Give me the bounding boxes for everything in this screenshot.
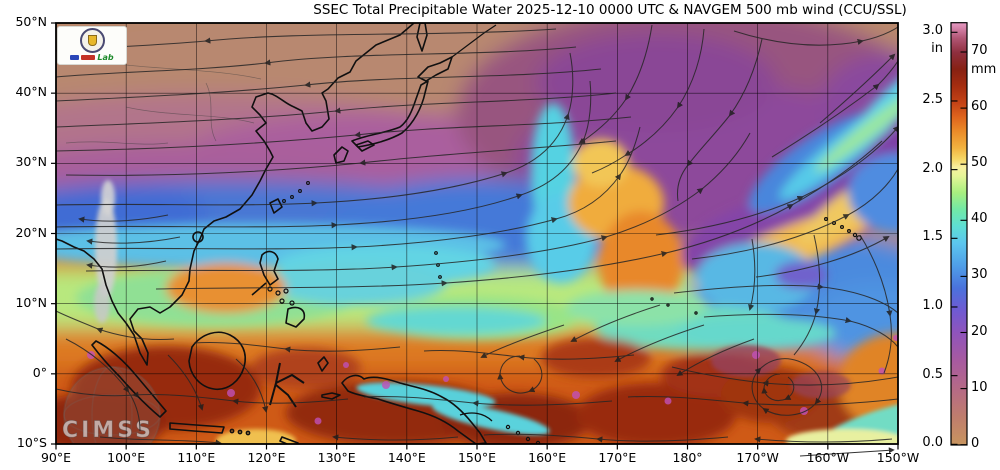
lat-tick-label: 0° — [32, 364, 47, 380]
colorbar-label-in: 1.0 — [922, 297, 943, 313]
lon-tick-label: 110°E — [177, 450, 216, 465]
lon-tick-label: 180° — [672, 450, 703, 465]
colorbar-label-mm: 0 — [971, 435, 980, 451]
colorbar-label-mm: 10 — [971, 379, 988, 395]
colorbar-label-in: 0.0 — [922, 435, 943, 451]
stray-streamline — [799, 447, 895, 457]
colorbar-label-mm: 30 — [971, 267, 988, 283]
colorbar-gradient — [950, 22, 968, 446]
colorbar-label-in: 1.5 — [922, 229, 943, 245]
colorbar-unit-in: in — [931, 41, 943, 56]
lat-tick-label: 20°N — [15, 224, 47, 240]
lat-tick-label: 40°N — [15, 84, 47, 100]
lon-tick-label: 160°W — [806, 450, 850, 465]
university-seal-icon — [79, 28, 105, 53]
colorbar-label-mm: 20 — [971, 323, 988, 339]
cimss-watermark: CIMSS — [62, 366, 161, 444]
lat-tick-label: 10°N — [15, 294, 47, 310]
lat-tick-label: 50°N — [15, 14, 47, 29]
colorbar — [950, 22, 968, 446]
colorbar-label-in: 2.5 — [922, 91, 943, 107]
lon-tick-label: 130°E — [317, 450, 356, 465]
colorbar-label-mm: 50 — [971, 155, 988, 171]
map-canvas: CIMSS — [51, 22, 899, 450]
colorbar-label-mm: 70 — [971, 43, 988, 58]
logo-scribble-red — [81, 55, 96, 60]
lon-tick-label: 90°E — [40, 450, 72, 465]
lon-tick-label: 160°E — [528, 450, 567, 465]
colorbar-label-in: 2.0 — [922, 160, 943, 176]
colorbar-label-mm: 40 — [971, 211, 988, 227]
lon-tick-label: 170°E — [598, 450, 637, 465]
lat-tick-label: 30°N — [15, 154, 47, 170]
map-frame — [55, 22, 899, 445]
colorbar-label-in: 0.5 — [922, 366, 943, 382]
shield-icon — [87, 35, 97, 46]
colorbar-label-mm: 60 — [971, 99, 988, 115]
lab-badge-text: Lab — [97, 53, 114, 62]
lat-tick-label: 10°S — [16, 435, 47, 450]
chart-title: SSEC Total Precipitable Water 2025-12-10… — [313, 2, 907, 18]
lon-tick-label: 150°E — [457, 450, 496, 465]
logo-scribble-blue — [70, 55, 80, 60]
lon-tick-label: 100°E — [107, 450, 146, 465]
lon-tick-label: 150°W — [876, 450, 920, 465]
lon-tick-label: 140°E — [387, 450, 426, 465]
ssec-lab-logo: Lab — [57, 26, 127, 65]
colorbar-unit-mm: mm — [971, 62, 997, 77]
colorbar-label-in: 3.0 — [922, 23, 943, 39]
tpw-field: CIMSS — [56, 23, 898, 444]
lon-tick-label: 170°W — [736, 450, 779, 465]
lon-tick-label: 120°E — [247, 450, 286, 465]
